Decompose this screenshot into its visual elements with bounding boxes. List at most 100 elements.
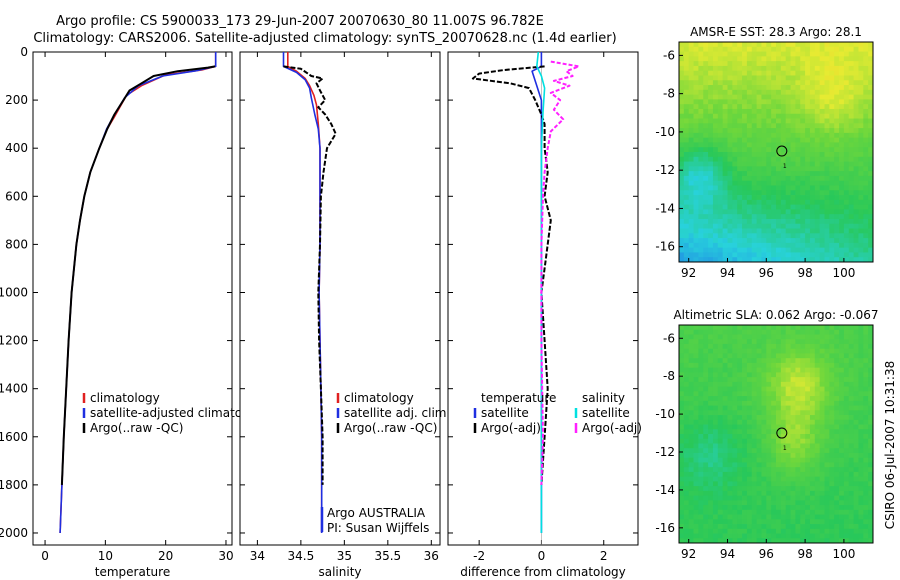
heatmap-cell [761, 476, 767, 482]
heatmap-cell [800, 329, 806, 335]
heatmap-cell [683, 132, 690, 139]
heatmap-cell [688, 152, 694, 158]
heatmap-cell [771, 80, 777, 86]
heatmap-cell [790, 514, 796, 520]
heatmap-cell [809, 51, 816, 57]
heatmap-cell [814, 377, 821, 383]
heatmap-cell [780, 481, 787, 487]
heatmap-cell [780, 75, 787, 81]
heatmap-cell [819, 410, 825, 416]
heatmap-cell [824, 500, 830, 506]
heatmap-cell [858, 334, 864, 340]
heatmap-cell [698, 252, 704, 258]
heatmap-cell [688, 381, 694, 388]
heatmap-cell [843, 166, 850, 172]
heatmap-cell [693, 185, 699, 191]
legend-label: satellite adj. clim. [344, 406, 450, 420]
heatmap-cell [829, 142, 835, 148]
heatmap-cell [722, 528, 728, 534]
heatmap-cell [712, 471, 719, 478]
heatmap-cell [766, 381, 772, 388]
heatmap-cell [679, 156, 685, 162]
heatmap-cell [848, 199, 854, 206]
heatmap-cell [698, 113, 704, 119]
heatmap-cell [780, 377, 787, 383]
heatmap-cell [800, 108, 806, 115]
heatmap-cell [776, 233, 782, 239]
heatmap-cell [785, 462, 791, 468]
heatmap-cell [737, 99, 743, 105]
heatmap-cell [843, 424, 850, 430]
heatmap-cell [780, 362, 787, 369]
heatmap-cell [858, 325, 864, 331]
heatmap-cell [785, 348, 791, 354]
heatmap-cell [848, 247, 854, 253]
heatmap-cell [848, 377, 854, 383]
heatmap-cell [712, 214, 719, 220]
heatmap-cell [829, 175, 835, 182]
heatmap-cell [795, 457, 801, 463]
heatmap-cell [766, 89, 772, 96]
heatmap-cell [722, 42, 728, 48]
y-tick-label: -10 [655, 407, 675, 421]
heatmap-cell [843, 132, 850, 139]
heatmap-cell [766, 185, 772, 191]
heatmap-cell [722, 175, 728, 182]
heatmap-cell [824, 166, 830, 172]
heatmap-cell [722, 252, 728, 258]
heatmap-cell [732, 396, 738, 402]
heatmap-cell [727, 223, 733, 229]
heatmap-cell [771, 42, 777, 48]
heatmap-cell [863, 410, 869, 416]
heatmap-cell [693, 476, 699, 482]
heatmap-cell [868, 142, 874, 148]
heatmap-cell [843, 61, 850, 67]
heatmap-cell [771, 334, 777, 340]
heatmap-cell [698, 242, 704, 249]
heatmap-cell [722, 343, 728, 350]
heatmap-cell [693, 410, 699, 416]
heatmap-cell [742, 490, 748, 497]
heatmap-cell [795, 214, 801, 220]
heatmap-cell [761, 358, 767, 364]
heatmap-cell [780, 118, 787, 124]
heatmap-cell [703, 495, 709, 501]
heatmap-cell [693, 429, 699, 435]
heatmap-cell [839, 339, 845, 345]
heatmap-cell [795, 353, 801, 359]
heatmap-cell [858, 443, 864, 449]
heatmap-cell [785, 75, 791, 81]
heatmap-cell [824, 218, 830, 225]
heatmap-cell [756, 209, 762, 215]
heatmap-cell [853, 457, 859, 463]
heatmap-cell [785, 161, 791, 167]
heatmap-cell [698, 61, 704, 67]
heatmap-cell [761, 75, 767, 81]
heatmap-cell [824, 233, 830, 239]
heatmap-cell [751, 180, 757, 186]
heatmap-cell [693, 500, 699, 506]
heatmap-cell [834, 242, 840, 249]
heatmap-cell [843, 429, 850, 435]
heatmap-cell [839, 132, 845, 139]
heatmap-cell [824, 495, 830, 501]
heatmap-cell [853, 358, 859, 364]
heatmap-cell [693, 495, 699, 501]
heatmap-cell [727, 61, 733, 67]
heatmap-cell [712, 538, 719, 544]
heatmap-cell [829, 233, 835, 239]
heatmap-cell [814, 61, 821, 67]
heatmap-cell [834, 142, 840, 148]
heatmap-cell [771, 524, 777, 530]
heatmap-cell [843, 457, 850, 463]
heatmap-cell [708, 113, 714, 119]
heatmap-cell [795, 462, 801, 468]
heatmap-cell [761, 166, 767, 172]
heatmap-cell [824, 238, 830, 244]
heatmap-cell [761, 99, 767, 105]
heatmap-cell [761, 514, 767, 520]
heatmap-cell [868, 533, 874, 539]
heatmap-cell [776, 353, 782, 359]
heatmap-cell [819, 199, 825, 206]
heatmap-cell [814, 80, 821, 86]
